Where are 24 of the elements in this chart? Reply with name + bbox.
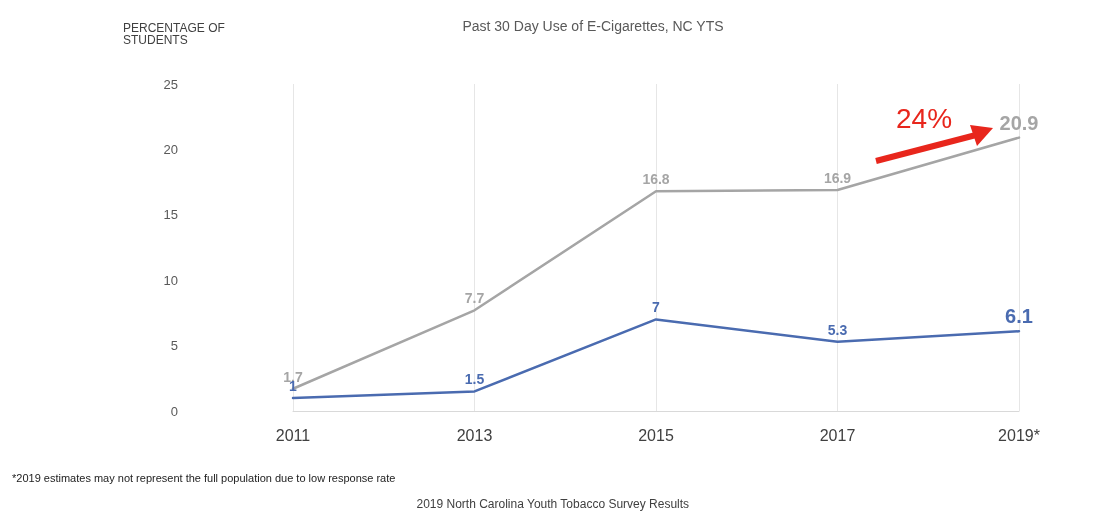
data-label: 20.9 [999,111,1039,134]
data-label: 5.3 [827,321,848,338]
y-tick-label: 25 [163,76,178,92]
x-tick-label: 2019* [998,426,1040,444]
y-axis-title: PERCENTAGE OF STUDENTS [123,21,229,47]
y-tick-label: 0 [170,403,178,419]
y-tick-label: 15 [163,207,178,223]
x-tick-label: 2017 [819,426,856,444]
data-label: 6.1 [1005,305,1033,328]
y-tick-label: 5 [170,338,178,354]
data-label: 7 [652,299,661,316]
y-tick-label: 20 [163,141,178,157]
text: *2019 estimates may not represent the full population due to low response rate [12,471,396,484]
data-label: 1.5 [464,371,485,388]
x-tick-label: 2015 [638,426,674,444]
data-label: 16.9 [823,169,852,186]
data-label: 16.8 [642,171,670,188]
annotation: 24% [896,102,953,134]
chart-title: Past 30 Day Use of E-Cigarettes, NC YTS [462,18,724,34]
text: 2019 North Carolina Youth Tobacco Survey Results [416,497,690,511]
x-tick-label: 2013 [456,426,493,444]
y-tick-label: 10 [163,272,178,288]
data-label: 7.7 [464,290,485,307]
x-tick-label: 2011 [275,426,311,444]
